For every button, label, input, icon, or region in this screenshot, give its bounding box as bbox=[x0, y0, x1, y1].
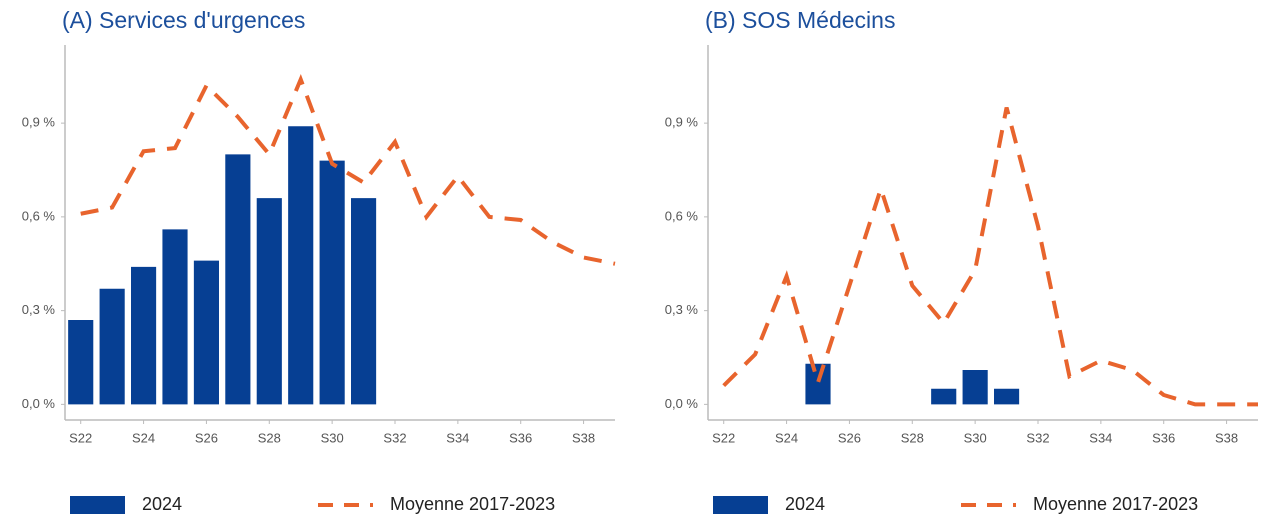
bar bbox=[99, 288, 125, 405]
x-tick-label: S38 bbox=[572, 430, 595, 445]
legend-swatch bbox=[70, 496, 125, 514]
y-tick-label: 0,9 % bbox=[22, 115, 56, 130]
legend-swatch bbox=[713, 496, 768, 514]
bar bbox=[162, 229, 188, 405]
x-tick-label: S32 bbox=[1026, 430, 1049, 445]
bar bbox=[225, 154, 251, 405]
y-tick-label: 0,6 % bbox=[665, 208, 699, 223]
x-tick-label: S38 bbox=[1215, 430, 1238, 445]
y-tick-label: 0,0 % bbox=[22, 396, 56, 411]
bar bbox=[256, 198, 282, 405]
legend-label: 2024 bbox=[142, 494, 182, 514]
bar bbox=[931, 388, 957, 405]
chart-title: (A) Services d'urgences bbox=[62, 7, 305, 33]
line bbox=[722, 106, 1258, 407]
x-tick-label: S22 bbox=[69, 430, 92, 445]
x-tick-label: S34 bbox=[1089, 430, 1112, 445]
y-tick-label: 0,6 % bbox=[22, 208, 56, 223]
x-tick-label: S22 bbox=[712, 430, 735, 445]
chart-title: (B) SOS Médecins bbox=[705, 7, 895, 33]
x-tick-label: S24 bbox=[775, 430, 798, 445]
x-tick-label: S36 bbox=[1152, 430, 1175, 445]
bar bbox=[805, 363, 831, 405]
x-tick-label: S30 bbox=[321, 430, 344, 445]
legend-label: Moyenne 2017-2023 bbox=[1033, 494, 1198, 514]
x-tick-label: S34 bbox=[446, 430, 469, 445]
bar bbox=[351, 198, 377, 405]
x-tick-label: S30 bbox=[964, 430, 987, 445]
y-tick-label: 0,3 % bbox=[665, 302, 699, 317]
y-tick-label: 0,3 % bbox=[22, 302, 56, 317]
x-tick-label: S26 bbox=[838, 430, 861, 445]
x-tick-label: S26 bbox=[195, 430, 218, 445]
bar bbox=[288, 126, 314, 405]
bar bbox=[319, 160, 345, 405]
legend-label: Moyenne 2017-2023 bbox=[390, 494, 555, 514]
y-tick-label: 0,0 % bbox=[665, 396, 699, 411]
x-tick-label: S36 bbox=[509, 430, 532, 445]
x-tick-label: S32 bbox=[383, 430, 406, 445]
line bbox=[80, 73, 616, 266]
bar bbox=[68, 320, 94, 405]
x-tick-label: S24 bbox=[132, 430, 155, 445]
y-tick-label: 0,9 % bbox=[665, 115, 699, 130]
bar bbox=[131, 266, 157, 405]
x-tick-label: S28 bbox=[258, 430, 281, 445]
bar bbox=[962, 370, 988, 405]
x-tick-label: S28 bbox=[901, 430, 924, 445]
bar bbox=[994, 388, 1020, 405]
bar bbox=[193, 260, 219, 405]
legend-label: 2024 bbox=[785, 494, 825, 514]
